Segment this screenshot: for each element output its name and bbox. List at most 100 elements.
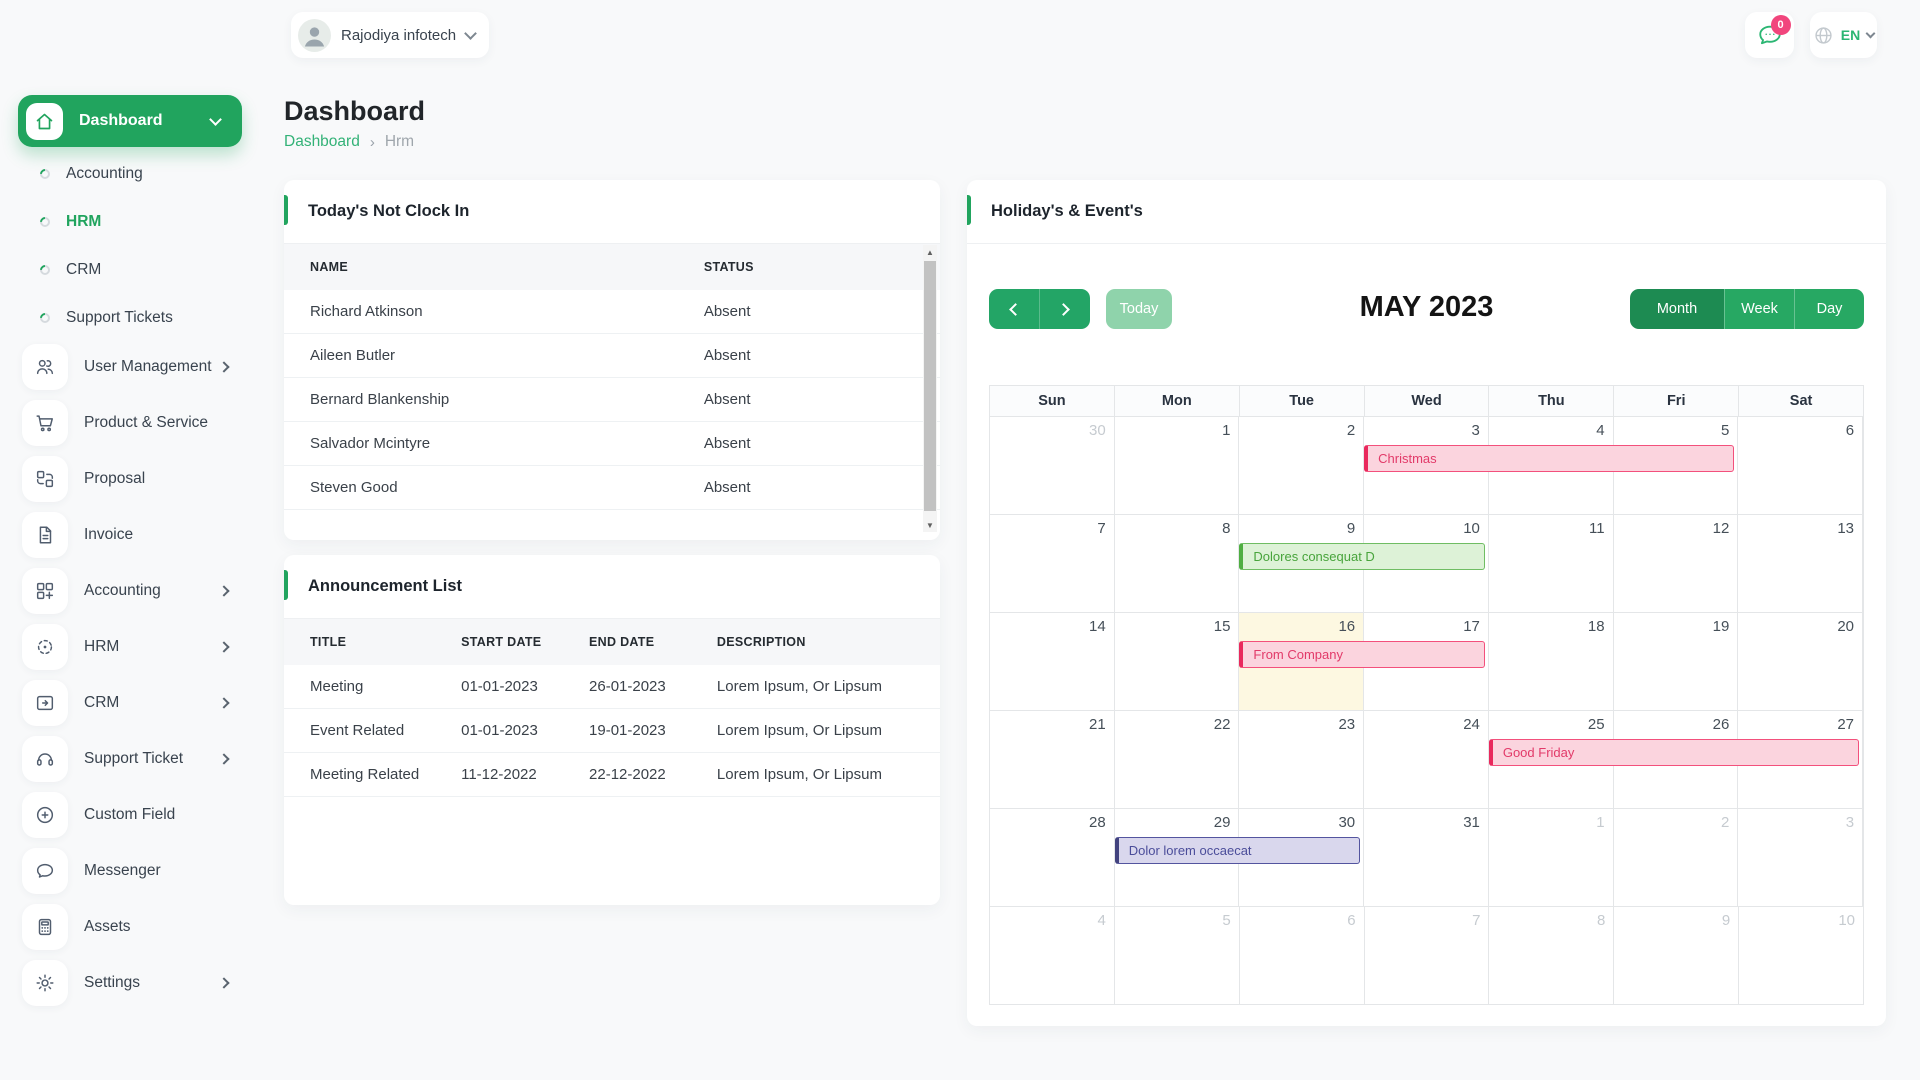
sidebar-item-settings[interactable]: Settings	[0, 960, 260, 1006]
calendar-day-cell[interactable]: 24	[1364, 711, 1489, 808]
users-icon	[22, 344, 68, 390]
sidebar-item-crm-dash[interactable]: CRM	[0, 258, 260, 282]
calendar-day-cell[interactable]: 20	[1738, 613, 1864, 710]
today-button[interactable]: Today	[1106, 289, 1172, 329]
sidebar-item-product-service[interactable]: Product & Service	[0, 400, 260, 446]
next-month-button[interactable]	[1039, 289, 1090, 329]
language-selector[interactable]: EN	[1810, 12, 1877, 58]
calendar-day-cell[interactable]: 21	[990, 711, 1115, 808]
scroll-up-arrow[interactable]: ▲	[926, 247, 934, 257]
sidebar-item-hrm-dash[interactable]: HRM	[0, 210, 260, 234]
calendar-day-cell[interactable]: 30	[1239, 809, 1365, 906]
table-row: Event Related 01-01-2023 19-01-2023 Lore…	[284, 708, 940, 753]
calendar-day-cell[interactable]: 7	[990, 515, 1115, 612]
column-header-description: DESCRIPTION	[716, 619, 940, 665]
sidebar-item-custom-field[interactable]: Custom Field	[0, 792, 260, 838]
sidebar-item-hrm[interactable]: HRM	[0, 624, 260, 670]
messages-button[interactable]: 0	[1745, 12, 1794, 58]
calendar-day-cell[interactable]: 14	[990, 613, 1115, 710]
sidebar-item-invoice[interactable]: Invoice	[0, 512, 260, 558]
calendar-day-cell[interactable]: 8	[1489, 907, 1615, 1004]
calendar-event-dolores[interactable]: Dolores consequat D	[1239, 543, 1485, 570]
sidebar-main-nav: User Management Product & Service Propos…	[0, 344, 260, 1006]
sidebar-item-crm[interactable]: CRM	[0, 680, 260, 726]
dow-sun: Sun	[990, 386, 1115, 416]
calendar-day-cell[interactable]: 6	[1240, 907, 1365, 1004]
calendar-event-dolor[interactable]: Dolor lorem occaecat	[1114, 837, 1361, 864]
calculator-icon	[22, 904, 68, 950]
calendar-day-cell[interactable]: 1	[1489, 809, 1614, 906]
calendar-day-cell[interactable]: 22	[1115, 711, 1240, 808]
calendar-day-cell[interactable]: 8	[1115, 515, 1240, 612]
calendar-day-cell[interactable]: 30	[990, 417, 1115, 514]
scroll-down-arrow[interactable]: ▼	[926, 520, 934, 530]
month-view-button[interactable]: Month	[1630, 289, 1724, 329]
breadcrumb-dashboard-link[interactable]: Dashboard	[284, 133, 360, 150]
calendar-day-cell[interactable]: 13	[1738, 515, 1864, 612]
sidebar-item-messenger[interactable]: Messenger	[0, 848, 260, 894]
calendar-day-cell[interactable]: 4	[990, 907, 1115, 1004]
language-label: EN	[1840, 27, 1861, 43]
company-selector[interactable]: Rajodiya infotech	[291, 12, 490, 58]
calendar-day-cell[interactable]: 2	[1614, 809, 1739, 906]
dow-thu: Thu	[1489, 386, 1615, 416]
calendar-day-cell[interactable]: 28	[990, 809, 1115, 906]
column-header-title: TITLE	[284, 619, 462, 665]
calendar-day-cell[interactable]: 17	[1364, 613, 1489, 710]
start-date: 01-01-2023	[461, 665, 590, 709]
calendar-day-cell[interactable]: 2	[1239, 417, 1365, 514]
week-view-button[interactable]: Week	[1724, 289, 1794, 329]
announcement-name: Meeting Related	[284, 752, 462, 797]
calendar-day-cell[interactable]: 10	[1364, 515, 1489, 612]
not-clock-in-title: Today's Not Clock In	[308, 202, 470, 220]
page-title: Dashboard	[284, 96, 426, 126]
calendar-day-cell[interactable]: 5	[1115, 907, 1240, 1004]
sidebar-item-user-management[interactable]: User Management	[0, 344, 260, 390]
status-value: Absent	[703, 421, 940, 466]
calendar-day-cell[interactable]: 15	[1115, 613, 1240, 710]
calendar-day-cell[interactable]: 18	[1489, 613, 1614, 710]
announcement-table: TITLE START DATE END DATE DESCRIPTION Me…	[284, 619, 940, 797]
sidebar-item-accounting-dash[interactable]: Accounting	[0, 162, 260, 186]
sidebar-item-assets[interactable]: Assets	[0, 904, 260, 950]
calendar-day-cell[interactable]: 3	[1738, 809, 1864, 906]
not-clock-in-header: Today's Not Clock In	[284, 180, 940, 244]
calendar-day-cell[interactable]: 7	[1365, 907, 1490, 1004]
sidebar-item-accounting[interactable]: Accounting	[0, 568, 260, 614]
sidebar-item-proposal[interactable]: Proposal	[0, 456, 260, 502]
calendar-event-from-company[interactable]: From Company	[1239, 641, 1485, 668]
calendar-day-cell[interactable]: 1	[1115, 417, 1240, 514]
calendar-day-cell[interactable]: 19	[1614, 613, 1739, 710]
calendar-day-cell[interactable]: 12	[1614, 515, 1739, 612]
start-date: 01-01-2023	[461, 708, 590, 753]
table-row: Meeting Related 11-12-2022 22-12-2022 Lo…	[284, 752, 940, 797]
table-scrollbar[interactable]: ▲ ▼	[923, 245, 937, 532]
calendar-day-cell[interactable]: 6	[1738, 417, 1864, 514]
employee-name: Salvador Mcintyre	[284, 421, 704, 466]
plus-circle-icon	[22, 792, 68, 838]
calendar-week-row: 28 29 30 31 1 2 3 Dolor lorem occaecat	[990, 808, 1864, 906]
sidebar-item-support-tickets-dash[interactable]: Support Tickets	[0, 306, 260, 330]
chevron-right-icon	[218, 697, 230, 709]
calendar-event-good-friday[interactable]: Good Friday	[1488, 739, 1859, 766]
chevron-down-icon	[464, 26, 477, 40]
calendar-day-cell[interactable]: 23	[1239, 711, 1365, 808]
sidebar-item-dashboard[interactable]: Dashboard	[18, 95, 242, 147]
calendar-event-christmas[interactable]: Christmas	[1364, 445, 1735, 472]
breadcrumb-separator: ›	[369, 133, 375, 151]
dow-tue: Tue	[1240, 386, 1365, 416]
description: Lorem Ipsum, Or Lipsum	[716, 708, 940, 753]
sidebar-item-support-ticket[interactable]: Support Ticket	[0, 736, 260, 782]
calendar-day-cell[interactable]: 11	[1489, 515, 1614, 612]
scrollbar-thumb[interactable]	[924, 261, 936, 511]
calendar-day-cell[interactable]: 27	[1738, 711, 1864, 808]
calendar-day-cell[interactable]: 9	[1614, 907, 1740, 1004]
circle-icon	[37, 310, 53, 326]
description: Lorem Ipsum, Or Lipsum	[716, 752, 940, 797]
day-view-button[interactable]: Day	[1794, 289, 1864, 329]
calendar-day-cell[interactable]: 5	[1614, 417, 1739, 514]
calendar-day-cell[interactable]: 10	[1838, 912, 1856, 929]
prev-month-button[interactable]	[989, 289, 1039, 329]
target-icon	[22, 624, 68, 670]
calendar-day-cell[interactable]: 31	[1364, 809, 1489, 906]
